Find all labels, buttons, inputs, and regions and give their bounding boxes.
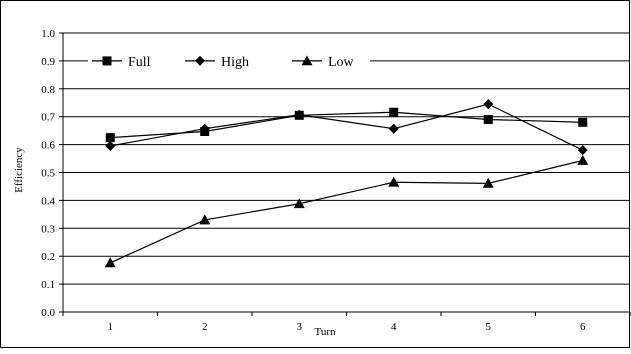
point-full: [389, 107, 399, 117]
x-tick-label: 3: [297, 321, 303, 333]
legend-marker-high: [195, 55, 205, 66]
point-high: [294, 109, 305, 120]
y-tick-label: 0.1: [41, 279, 55, 291]
series-low: [104, 155, 589, 268]
y-tick-label: 0.6: [41, 140, 55, 152]
y-tick-label: 0.4: [41, 195, 55, 207]
series-line-low: [110, 159, 583, 264]
x-tick-label: 1: [108, 321, 114, 333]
legend-marker-low: [301, 55, 313, 66]
legend-item-high: High: [185, 55, 249, 70]
point-full: [483, 114, 493, 124]
point-low: [388, 176, 400, 187]
y-tick-label: 0.5: [41, 168, 55, 180]
axes: [59, 32, 631, 316]
point-high: [199, 123, 210, 134]
series-line-full: [110, 111, 583, 139]
x-tick-label: 4: [391, 321, 397, 333]
x-tick-label: 6: [580, 321, 586, 333]
legend-label: Low: [328, 55, 355, 70]
y-axis-title: Efficiency: [13, 147, 25, 193]
legend-label: High: [221, 55, 249, 70]
point-low: [577, 155, 589, 165]
point-high: [577, 145, 588, 156]
x-axis-title: Turn: [315, 326, 336, 338]
y-tick-label: 0.8: [41, 84, 55, 96]
point-high: [105, 140, 116, 151]
y-tick-label: 0.0: [41, 307, 55, 319]
y-tick-labels: 0.0 0.1 0.2 0.3 0.4 0.5 0.6 0.7 0.8 0.9 1.0: [41, 28, 55, 319]
legend: Full High Low: [88, 51, 370, 70]
legend-background: [88, 51, 370, 70]
y-tick-label: 0.2: [41, 251, 55, 263]
series-line-high: [110, 103, 584, 151]
y-tick-label: 1.0: [41, 28, 55, 40]
y-tick-label: 0.3: [41, 223, 55, 235]
x-tick-labels: 1 2 3 4 5 6: [108, 321, 587, 333]
point-low: [199, 214, 211, 225]
legend-marker-full: [102, 56, 112, 66]
x-tick-label: 2: [202, 321, 208, 333]
point-low: [293, 198, 305, 209]
point-low: [482, 177, 494, 188]
legend-label: Full: [128, 55, 151, 70]
series-high: [105, 99, 588, 156]
point-high: [388, 123, 399, 134]
x-tick-label: 5: [486, 321, 492, 333]
legend-item-low: Low: [292, 55, 355, 70]
data-series: [104, 99, 589, 268]
point-low: [104, 257, 116, 268]
y-tick-label: 0.7: [41, 112, 55, 124]
y-tick-label: 0.9: [41, 56, 55, 68]
point-full: [105, 133, 115, 143]
point-full: [578, 117, 588, 127]
point-high: [483, 99, 494, 110]
legend-item-full: Full: [92, 55, 151, 70]
